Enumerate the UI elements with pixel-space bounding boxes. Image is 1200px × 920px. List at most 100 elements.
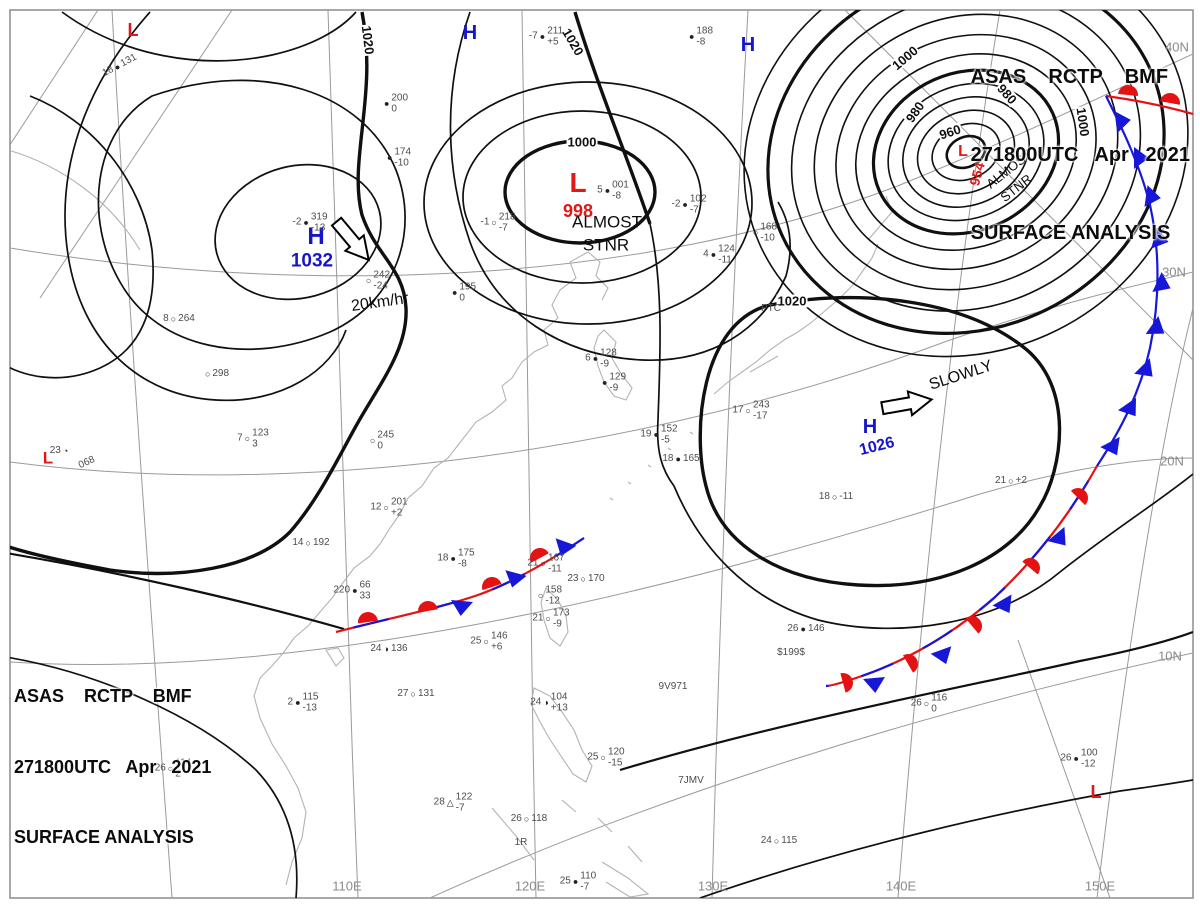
parallel-20n <box>10 457 1193 665</box>
isobar <box>854 52 1078 252</box>
station-pressure: 115 <box>302 691 319 703</box>
cold-front-triangle <box>1152 272 1171 292</box>
station-cloud-cover-icon: ○ <box>170 313 177 324</box>
title-line-2: 271800UTC Apr 2021 <box>970 144 1190 166</box>
title-line-1: ASAS RCTP BMF <box>970 66 1169 88</box>
cold-front-triangle <box>863 677 885 693</box>
station-pressure: 158 <box>545 584 563 596</box>
cold-front-triangle <box>1134 147 1149 169</box>
pressure-letter: H <box>462 22 478 44</box>
isobar <box>649 223 1193 630</box>
station-tendency: -7 <box>580 881 590 892</box>
station-cloud-cover-icon: ○ <box>383 502 389 513</box>
pressure-letter: H <box>862 416 878 438</box>
cold-front-triangle <box>555 538 577 557</box>
graticule-diagonal <box>10 10 99 146</box>
cold-front-triangle <box>1144 185 1161 207</box>
station-tendency: -5 <box>660 434 670 445</box>
station-pressure: 168 <box>760 221 778 233</box>
station-temperature: 5 <box>597 184 603 196</box>
cold-front-triangle <box>505 570 527 588</box>
station-plot: 8 ○ 264 <box>163 313 195 325</box>
motion-arrow-high-1032 <box>330 216 371 262</box>
station-plot: ○ 168 -10 <box>751 221 778 244</box>
station-cloud-cover-icon: ○ <box>745 405 751 416</box>
meridian-120e <box>521 10 537 898</box>
station-plot: 14 ○ 192 <box>292 537 329 549</box>
station-cloud-cover-icon: ○ <box>365 275 372 286</box>
pressure-letter: H <box>740 34 756 56</box>
station-pressure: 175 <box>457 547 475 559</box>
station-plot: 18 ● 175 -8 <box>437 547 475 570</box>
station-cloud-cover-icon: ○ <box>483 636 489 647</box>
station-cloud-cover-icon: ● <box>386 152 393 163</box>
station-temperature: 7 <box>237 432 243 444</box>
station-cloud-cover-icon: ● <box>675 453 681 464</box>
station-cloud-cover-icon: ○ <box>244 433 251 444</box>
station-cloud-cover-icon: ● <box>451 287 458 298</box>
station-cloud-cover-icon: ● <box>295 697 301 708</box>
coast-philippine-islands <box>491 799 650 898</box>
coast-luzon <box>530 687 593 783</box>
stationary-front-line <box>825 465 1098 688</box>
isobar <box>835 33 1097 271</box>
isobar <box>64 11 347 402</box>
station-pressure: 146 <box>807 622 825 634</box>
station-cloud-cover-icon: ○ <box>773 835 780 846</box>
longitude-label: 140E <box>885 878 917 894</box>
cold-front-triangle <box>451 600 473 616</box>
isobar-1000 <box>766 10 1166 335</box>
station-cloud-cover-icon: ○ <box>537 590 544 601</box>
station-temperature: 21 <box>995 474 1007 486</box>
motion-arrow-high-1026 <box>880 390 934 417</box>
misc-label: 9V971 <box>658 681 688 692</box>
station-plot: ○ 298 <box>203 368 229 380</box>
isobar-1020 <box>573 11 652 225</box>
annotation-text: 20km/hr <box>350 290 410 315</box>
warm-front-semicircle <box>965 616 982 634</box>
station-cloud-cover-icon: ○ <box>923 698 930 709</box>
station-pressure: 124 <box>718 243 735 255</box>
station-plot: 220 ● 66 33 <box>333 580 370 602</box>
coast-hainan <box>325 647 345 667</box>
station-tendency: +2 <box>1015 474 1027 486</box>
station-tendency: -11 <box>839 490 854 502</box>
station-temperature: 18 <box>662 452 674 464</box>
station-temperature: 6 <box>585 352 591 364</box>
station-cloud-cover-icon: ○ <box>167 763 174 774</box>
front-line-cold-segments <box>335 537 585 634</box>
station-temperature: 21 <box>532 612 544 624</box>
isobar <box>97 79 406 351</box>
station-pressure: 116 <box>931 692 948 704</box>
station-plot: 19 ● 152 -5 <box>640 424 677 446</box>
station-cloud-cover-icon: ◑ <box>383 643 389 654</box>
station-temperature: 18 <box>818 490 830 502</box>
longitude-label: 110E <box>332 878 362 894</box>
isobar-label: 980 <box>902 98 928 126</box>
station-plot: ○ 245 0 <box>368 430 394 452</box>
graticule <box>10 10 1193 898</box>
east-front-system <box>825 85 1193 693</box>
station-plot: 5 ● 001 -8 <box>597 180 629 202</box>
station-temperature: 17 <box>732 404 744 416</box>
map-frame <box>9 9 1194 899</box>
station-tendency: -13 <box>302 702 317 713</box>
station-temperature: 21 <box>527 557 539 569</box>
isobar <box>61 11 357 62</box>
station-tendency: +2 <box>390 507 403 518</box>
meridian-140e <box>897 10 1001 898</box>
station-plot: 23 ◔ <box>50 445 71 457</box>
parallel-30n <box>10 271 1193 476</box>
warm-front-semicircle <box>530 548 549 563</box>
longitude-label: 120E <box>514 878 546 894</box>
station-tendency: -7 <box>689 204 699 215</box>
cold-front-triangle <box>1100 436 1120 456</box>
station-plot: -1 ○ 218 -7 <box>480 212 515 234</box>
station-plot: 26 ○ 114 2 <box>155 758 192 780</box>
cold-front-triangle <box>930 646 952 665</box>
station-cloud-cover-icon: ○ <box>204 368 211 379</box>
station-cloud-cover-icon: ○ <box>540 558 546 569</box>
station-tendency: 3 <box>252 438 258 449</box>
station-plot: 24 ◑ 104 +13 <box>530 692 568 714</box>
